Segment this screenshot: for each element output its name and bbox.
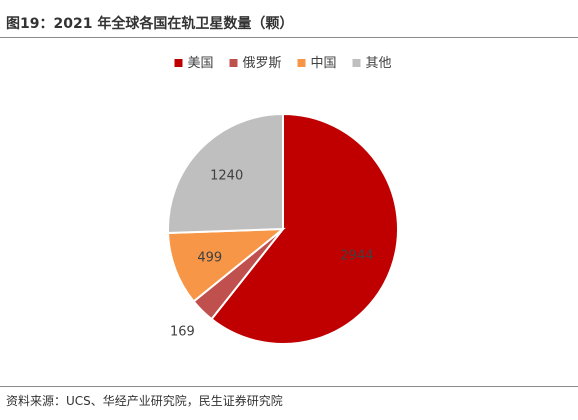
legend-swatch-2 [229, 59, 238, 67]
data-label-4: 1240 [210, 169, 243, 184]
legend-label-4: 其他 [366, 56, 392, 71]
legend-label-3: 中国 [311, 56, 337, 71]
pie-slice-4 [167, 112, 284, 235]
pie-slices [167, 112, 399, 345]
title-divider [0, 37, 578, 38]
legend-swatch-3 [297, 59, 306, 67]
legend-swatch-4 [352, 59, 361, 67]
source-note: 资料来源：UCS、华经产业研究院，民生证券研究院 [6, 394, 283, 408]
pie-slice-1 [210, 112, 399, 345]
pie-chart: 美国 俄罗斯 中国 其他 2944 169 499 1240 [167, 56, 399, 345]
data-label-3: 499 [197, 250, 222, 265]
source-divider [0, 386, 578, 387]
legend: 美国 俄罗斯 中国 其他 [174, 56, 392, 71]
data-label-1: 2944 [340, 249, 373, 264]
legend-label-2: 俄罗斯 [243, 56, 282, 71]
pie-slice-3 [167, 227, 286, 303]
chart-title: 图19：2021 年全球各国在轨卫星数量（颗） [6, 16, 294, 32]
data-label-2: 169 [170, 325, 195, 340]
legend-swatch-1 [174, 59, 183, 67]
data-labels: 2944 169 499 1240 [170, 169, 373, 340]
legend-label-1: 美国 [188, 56, 214, 71]
